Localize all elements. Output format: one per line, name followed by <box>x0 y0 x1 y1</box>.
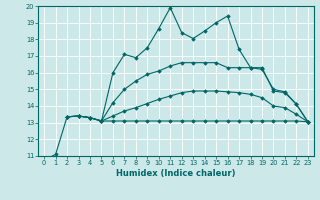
X-axis label: Humidex (Indice chaleur): Humidex (Indice chaleur) <box>116 169 236 178</box>
